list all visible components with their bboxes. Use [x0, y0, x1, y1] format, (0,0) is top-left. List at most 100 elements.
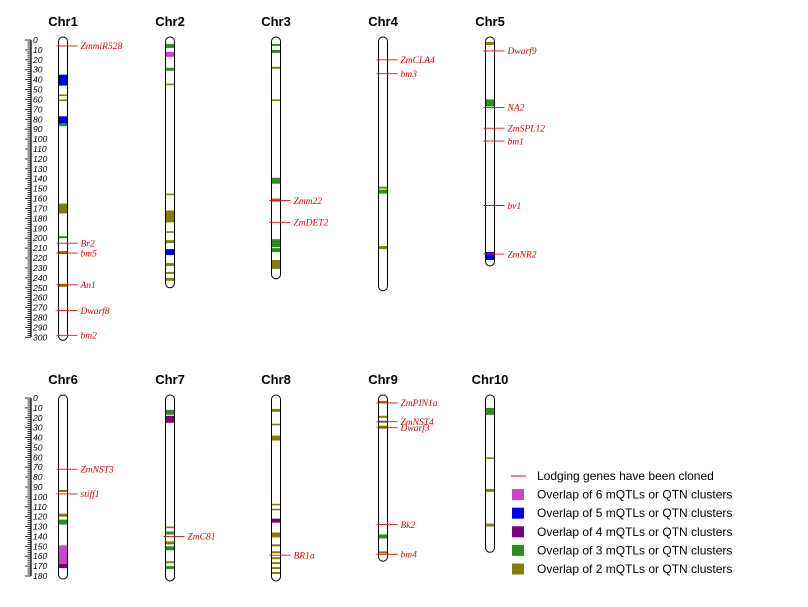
chromosome-label: Chr4: [368, 14, 398, 29]
axis-tick-label: 250: [32, 283, 47, 293]
gene-label: ZmPIN1a: [401, 399, 438, 409]
qtl-blocks: [58, 489, 68, 569]
chromosome-body: [165, 395, 175, 581]
qtl-block-overlap2: [378, 425, 388, 429]
qtl-block-overlap2: [165, 277, 175, 281]
axis-tick-label: 50: [33, 85, 43, 95]
chromosome-label: Chr10: [472, 372, 509, 387]
qtl-block-overlap2: [271, 503, 281, 506]
chromosome-chr8: Chr8 BR1a: [261, 372, 315, 582]
gene-label: Zmm22: [294, 197, 323, 207]
qtl-block-overlap2: [58, 251, 68, 255]
chromosome-chr2: Chr2: [155, 14, 185, 289]
axis-tick-label: 40: [33, 75, 43, 85]
qtl-block-overlap4: [165, 415, 175, 423]
axis-tick-label: 180: [33, 571, 47, 581]
qtl-blocks: [378, 186, 388, 250]
axis-tick-label: 130: [33, 522, 47, 532]
axis-tick-label: 20: [32, 413, 43, 423]
chromosome-body: [485, 37, 495, 266]
axis-tick-label: 120: [33, 154, 47, 164]
qtl-block-overlap2: [271, 532, 281, 538]
qtl-block-overlap2: [378, 246, 388, 250]
axis-tick-label: 100: [33, 134, 47, 144]
qtl-block-overlap2: [58, 489, 68, 492]
qtl-block-overlap2: [165, 561, 175, 564]
qtl-block-overlap2: [271, 508, 281, 511]
axis-tick-label: 60: [33, 452, 43, 462]
chromosome-label: Chr7: [155, 372, 185, 387]
axis-tick-label: 290: [32, 322, 47, 332]
gene-label: ZmC81: [188, 533, 216, 543]
chromosome-body: [485, 395, 495, 553]
gene-label: Br2: [81, 239, 96, 249]
qtl-block-overlap2: [485, 457, 495, 459]
axis-tick-label: 30: [33, 65, 43, 75]
qtl-block-overlap3: [165, 43, 175, 48]
chromosome-outline: [58, 394, 68, 580]
qtl-block-overlap2: [271, 408, 281, 412]
gene-label: Bk2: [401, 521, 416, 531]
axis-tick-label: 150: [33, 184, 47, 194]
qtl-block-overlap2: [271, 435, 281, 441]
qtl-block-overlap6: [165, 51, 175, 57]
chromosome-body: [58, 395, 68, 580]
chromosome-body: [271, 37, 281, 279]
axis-tick-label: 170: [33, 203, 47, 213]
axis-tick-label: 230: [32, 263, 47, 273]
qtl-block-overlap2: [165, 240, 175, 244]
qtl-block-overlap2: [271, 66, 281, 69]
qtl-block-overlap2: [378, 400, 388, 403]
qtl-block-overlap2: [165, 262, 175, 266]
gene-label: bm1: [508, 137, 524, 147]
axis-tick-label: 100: [33, 492, 47, 502]
qtl-block-overlap2: [58, 99, 68, 102]
legend-swatch: [512, 489, 524, 501]
qtl-block-overlap3: [271, 177, 281, 184]
chromosome-chr7: Chr7 ZmC81: [155, 372, 216, 582]
chromosome-label: Chr3: [261, 14, 291, 29]
gene-label: Dwarf9: [507, 46, 537, 57]
axis-tick-label: 140: [33, 531, 47, 541]
qtl-blocks: [271, 43, 281, 269]
chromosome-outline: [58, 36, 68, 341]
chromosome-outline: [271, 394, 281, 582]
axis-tick-label: 240: [32, 273, 47, 283]
gene-label: bv1: [508, 202, 522, 212]
gene-label: Dwarf8: [80, 306, 110, 317]
qtl-block-overlap3: [58, 519, 68, 525]
axis-tick-label: 180: [33, 213, 47, 223]
qtl-block-overlap3: [378, 534, 388, 539]
legend-label: Overlap of 4 mQTLs or QTN clusters: [537, 525, 732, 539]
qtl-block-overlap2: [58, 283, 68, 287]
chromosome-label: Chr8: [261, 372, 291, 387]
axis-tick-label: 0: [33, 393, 38, 403]
gene-label: ZmDET2: [294, 219, 329, 229]
qtl-block-overlap3: [165, 566, 175, 570]
qtl-block-overlap5: [58, 74, 68, 86]
qtl-block-overlap2: [271, 260, 281, 269]
qtl-block-overlap2: [271, 572, 281, 575]
axis-tick-label: 0: [33, 35, 38, 45]
chromosome-body: [165, 37, 175, 288]
gene-label: bm2: [81, 332, 98, 342]
chromosome-outline: [165, 394, 175, 582]
axis-tick-label: 110: [33, 502, 47, 512]
gene-label: Dwarf3: [400, 423, 430, 434]
axis-tick-label: 60: [33, 94, 43, 104]
chromosome-label: Chr9: [368, 372, 398, 387]
qtl-block-overlap5: [58, 116, 68, 126]
chromosome-chr6: Chr6 ZmNST3 stiff1: [48, 372, 114, 580]
qtl-block-overlap2: [271, 567, 281, 570]
axis-tick-label: 260: [32, 293, 47, 303]
qtl-block-overlap2: [271, 423, 281, 426]
qtl-block-overlap3: [485, 407, 495, 415]
gene-label: NA2: [507, 104, 525, 114]
legend-swatch: [512, 526, 524, 538]
qtl-blocks: [58, 74, 68, 287]
axis-tick-label: 120: [33, 512, 47, 522]
axis-tick-label: 200: [32, 233, 47, 243]
qtl-block-overlap2: [165, 231, 175, 233]
